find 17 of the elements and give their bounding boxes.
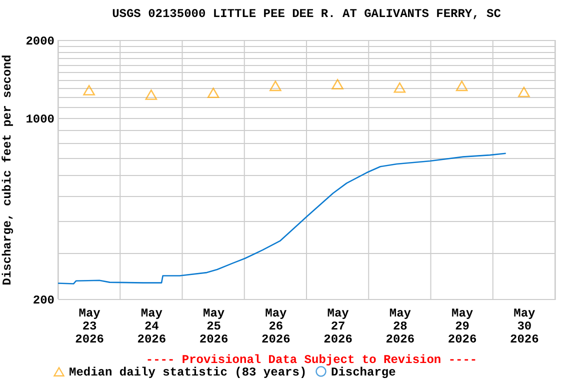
chart-title: USGS 02135000 LITTLE PEE DEE R. AT GALIVANTS FERRY, SC xyxy=(112,7,501,21)
y-tick-label: 1000 xyxy=(26,112,54,126)
x-tick-label: May 29 2026 xyxy=(448,306,477,346)
text: ---- Provisional Data Subject to Revision ---- xyxy=(146,353,478,367)
legend-label: Discharge xyxy=(331,365,396,380)
y-tick-label: 200 xyxy=(32,294,54,308)
x-tick-label: May 26 2026 xyxy=(262,306,290,346)
y-tick-label: 2000 xyxy=(26,34,54,48)
y-axis-title: Discharge, cubic feet per second xyxy=(0,54,15,286)
x-tick-label: May 23 2026 xyxy=(75,306,104,346)
x-tick-label: May 24 2026 xyxy=(137,306,166,346)
line-series xyxy=(57,152,506,284)
x-tick-label: May 28 2026 xyxy=(386,306,415,346)
x-tick-label: May 27 2026 xyxy=(324,306,352,346)
legend-label: Median daily statistic (83 years) xyxy=(69,366,307,380)
x-tick-label: May 25 2026 xyxy=(199,306,228,346)
x-tick-label: May 30 2026 xyxy=(510,306,539,346)
